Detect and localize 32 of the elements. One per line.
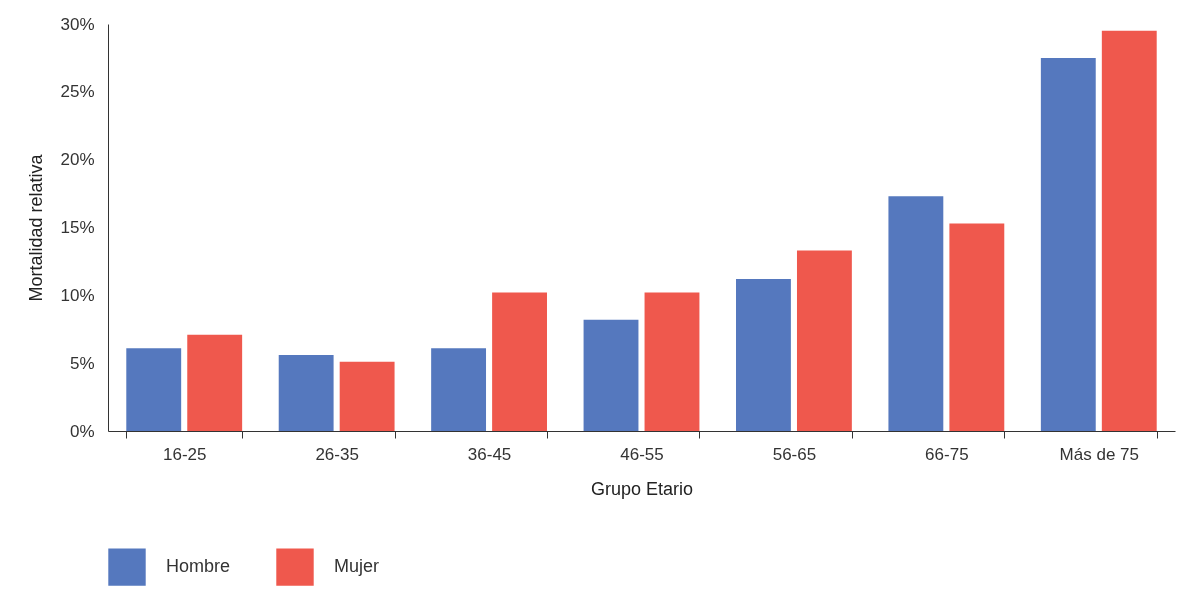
- y-tick-label: 5%: [69, 353, 95, 373]
- x-tick-label: 56-65: [772, 444, 817, 464]
- bar: [126, 348, 182, 431]
- x-axis-title: Grupo Etario: [590, 478, 694, 499]
- x-tick-label: 46-55: [620, 444, 664, 464]
- x-tick-label: 66-75: [925, 444, 969, 464]
- y-axis-title: Mortalidad relativa: [26, 153, 47, 302]
- legend-label: Hombre: [166, 556, 231, 577]
- x-tick-label: 16-25: [162, 444, 207, 464]
- y-tick-label: 20%: [60, 150, 95, 170]
- bar: [949, 223, 1005, 431]
- y-tick-label: 25%: [60, 82, 95, 102]
- bar: [492, 292, 547, 431]
- x-tick-label: Más de 75: [1059, 444, 1139, 464]
- bar: [796, 250, 852, 431]
- bar: [278, 355, 334, 431]
- legend-label: Mujer: [334, 556, 380, 577]
- bar: [431, 348, 487, 431]
- x-tick-label: 36-45: [467, 444, 512, 464]
- x-tick-label: 26-35: [315, 444, 359, 464]
- y-tick-label: 30%: [60, 14, 95, 34]
- bar: [1040, 57, 1096, 431]
- bar: [1101, 30, 1157, 431]
- y-tick-label: 15%: [60, 218, 95, 237]
- bar: [339, 361, 395, 431]
- bar: [644, 292, 700, 431]
- bar: [187, 334, 243, 431]
- bar: [736, 279, 791, 431]
- bar: [888, 196, 944, 431]
- y-tick-label: 0%: [69, 421, 95, 441]
- y-tick-label: 10%: [60, 285, 95, 305]
- bar: [583, 319, 639, 431]
